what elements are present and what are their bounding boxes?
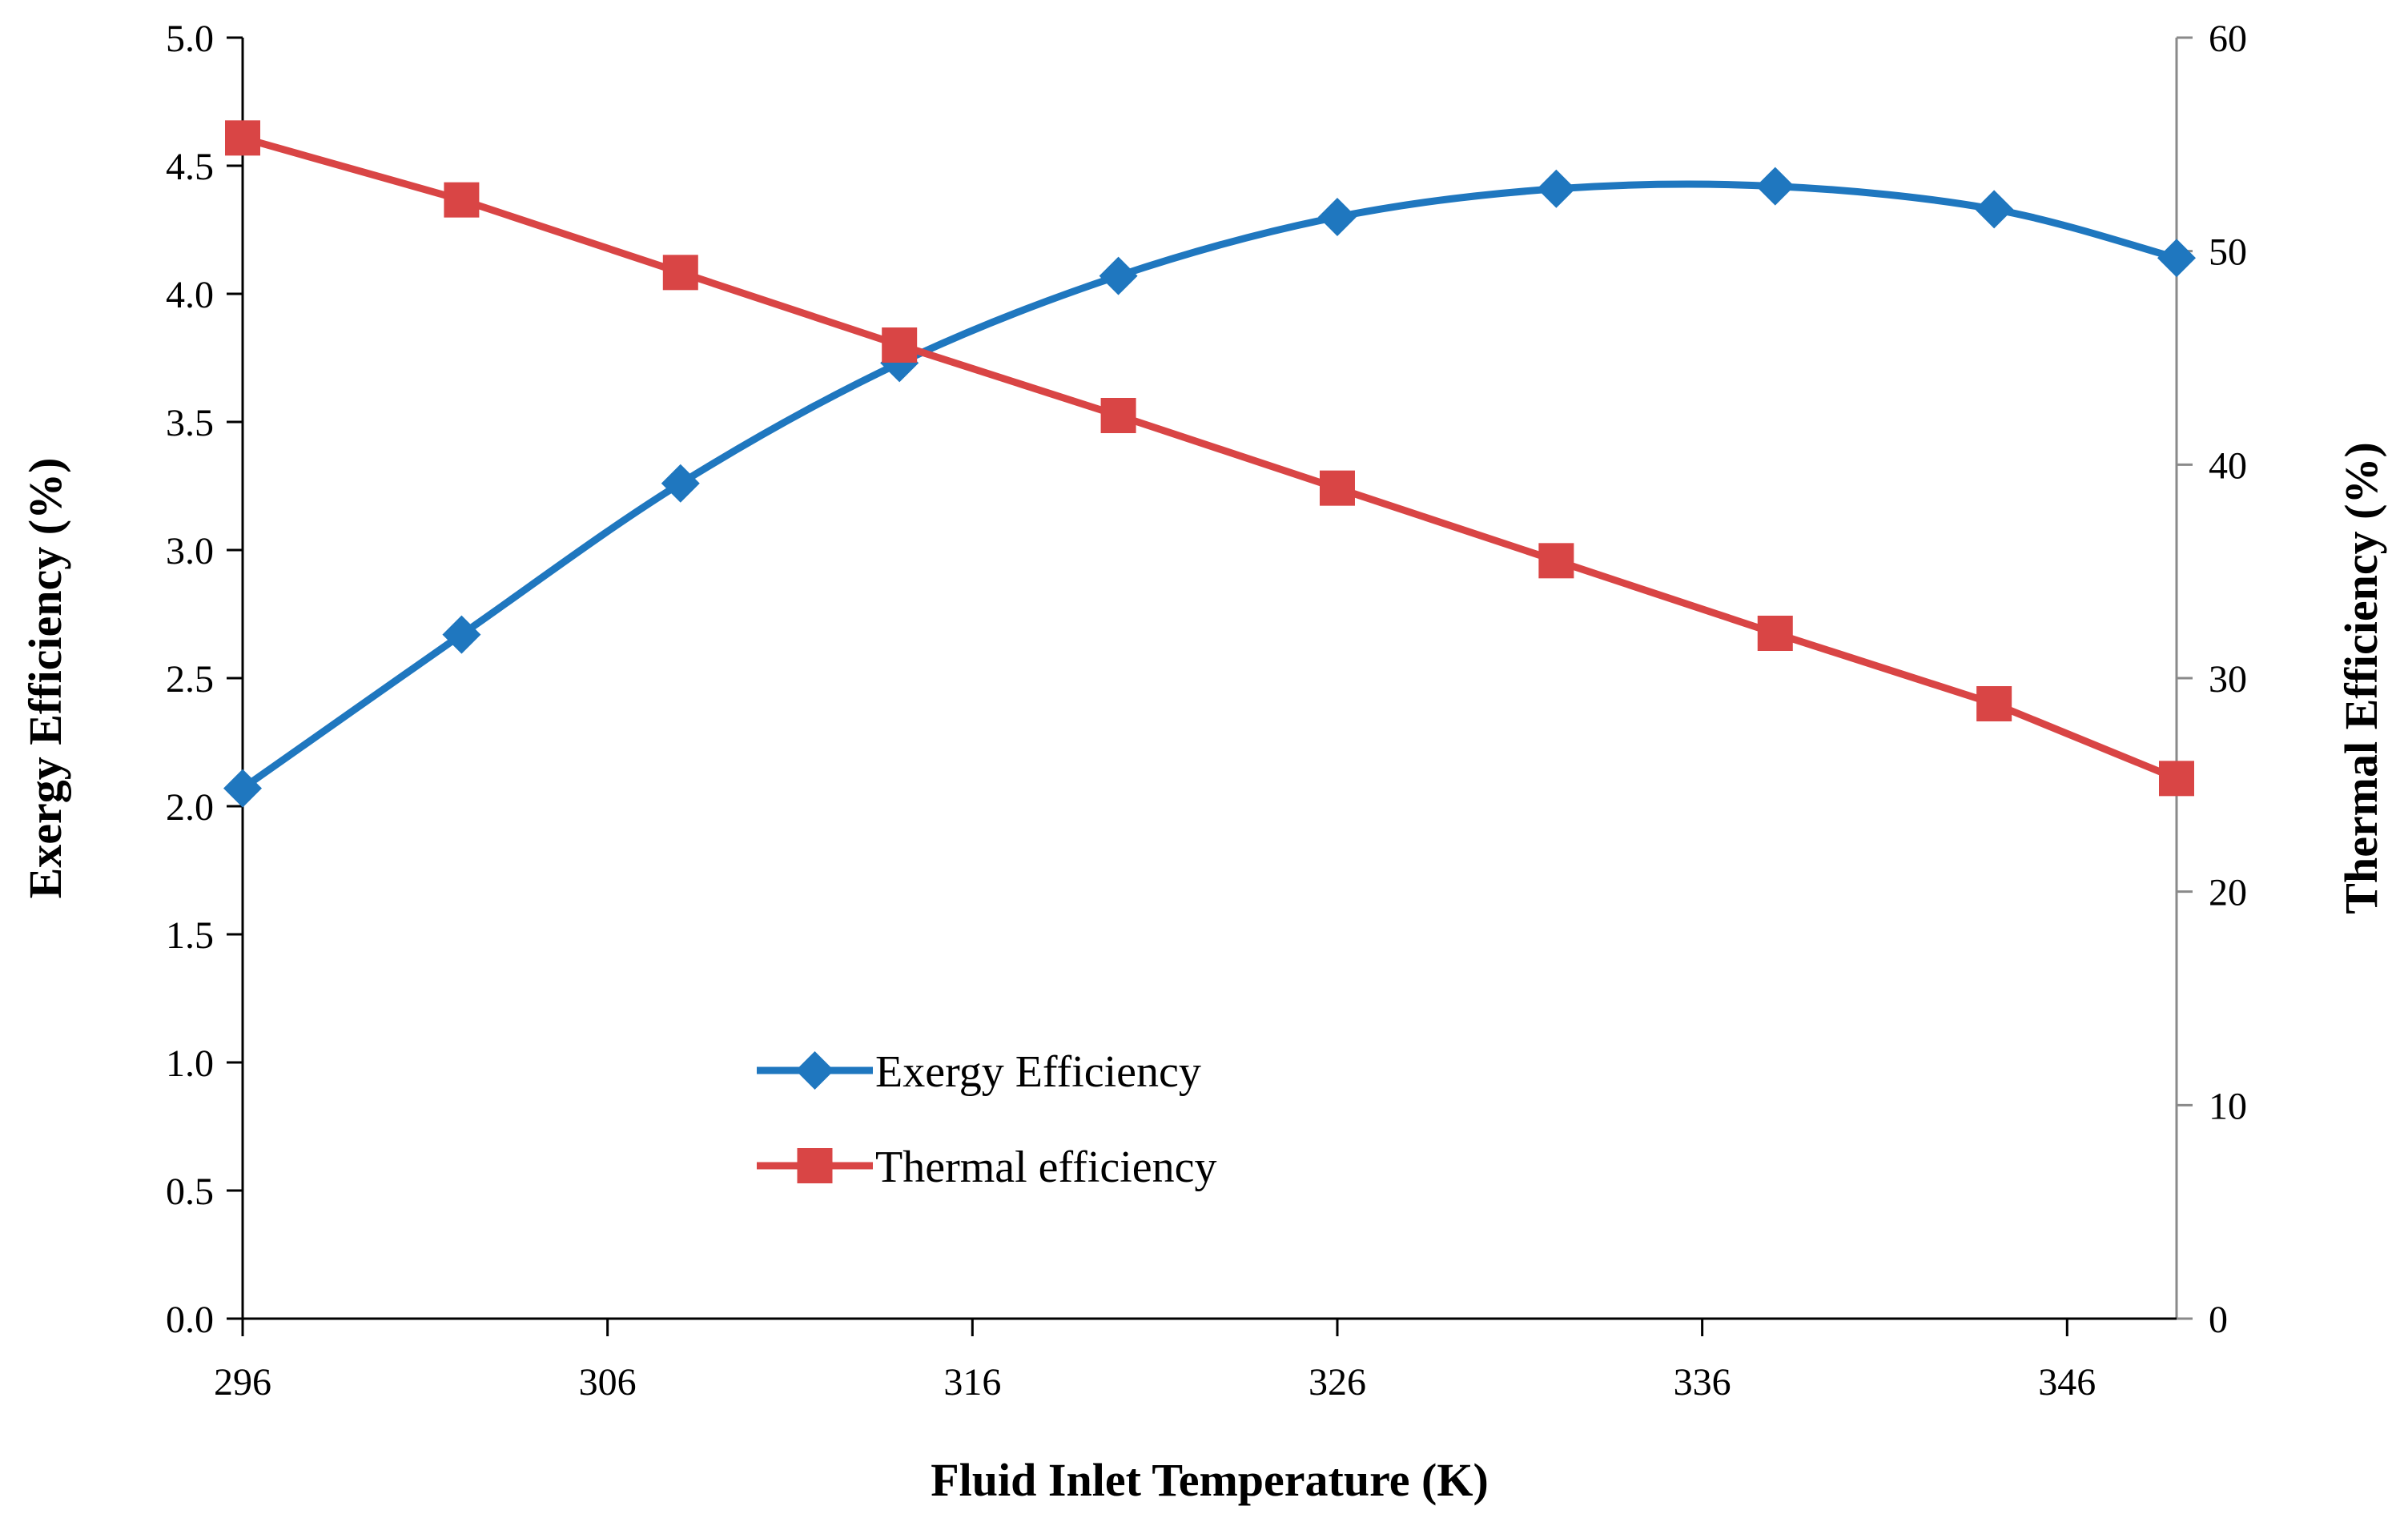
data-point-thermal-efficiency (1976, 686, 2012, 721)
data-point-exergy-efficiency (1975, 190, 2014, 229)
x-axis-title: Fluid Inlet Temperature (K) (931, 1454, 1489, 1506)
data-point-exergy-efficiency (1317, 198, 1357, 236)
data-point-thermal-efficiency (1538, 543, 1574, 579)
y-tick-label: 3.5 (166, 402, 214, 444)
y2-tick-label: 20 (2209, 872, 2247, 914)
x-tick-label: 326 (1309, 1361, 1366, 1404)
y2-tick-label: 60 (2209, 18, 2247, 60)
legend-label: Exergy Efficiency (875, 1047, 1201, 1097)
series-line-thermal-efficiency (241, 135, 2178, 782)
legend-swatch-marker (795, 1051, 834, 1090)
y-tick-label: 0.0 (166, 1299, 214, 1341)
data-point-exergy-efficiency (1099, 256, 1138, 295)
legend-item-exergy-efficiency: Exergy Efficiency (757, 1047, 1201, 1097)
y-tick-label: 1.5 (166, 914, 214, 957)
data-point-thermal-efficiency (2159, 761, 2194, 797)
y-tick-label: 5.0 (166, 18, 214, 60)
data-point-thermal-efficiency (1100, 398, 1136, 433)
data-point-thermal-efficiency (882, 327, 918, 363)
axes: 0.0 0.5 1.0 1.5 2.0 2.5 3.0 3.5 4.0 4.5 5.0 0 10 20 30… (166, 18, 2247, 1404)
legend-label: Thermal efficiency (875, 1143, 1217, 1192)
data-point-thermal-efficiency (225, 120, 260, 156)
x-tick-label: 316 (943, 1361, 1001, 1404)
data-point-thermal-efficiency (1319, 470, 1355, 506)
y2-axis-title: Thermal Efficiency (%) (2335, 442, 2387, 914)
data-point-exergy-efficiency (1755, 167, 1795, 206)
y-tick-label: 2.5 (166, 658, 214, 701)
y2-tick-label: 40 (2209, 444, 2247, 487)
series-line-exergy-efficiency (240, 180, 2178, 792)
y-tick-label: 4.0 (166, 274, 214, 316)
x-tick-label: 306 (579, 1361, 637, 1404)
y-tick-label: 2.0 (166, 786, 214, 829)
data-point-thermal-efficiency (444, 182, 480, 218)
y-axis-title: Exergy Efficiency (%) (19, 458, 71, 899)
y-tick-label: 0.5 (166, 1171, 214, 1213)
legend-swatch-marker (797, 1148, 833, 1183)
series-exergy-efficiency (223, 167, 2196, 808)
data-point-thermal-efficiency (662, 255, 698, 291)
y2-tick-label: 0 (2209, 1299, 2228, 1341)
data-point-exergy-efficiency (1537, 169, 1576, 208)
y-tick-label: 4.5 (166, 146, 214, 188)
data-point-exergy-efficiency (661, 464, 700, 503)
legend-item-thermal-efficiency: Thermal efficiency (757, 1143, 1217, 1192)
y2-tick-label: 50 (2209, 231, 2247, 274)
series-thermal-efficiency (225, 120, 2194, 797)
data-point-exergy-efficiency (442, 615, 481, 654)
data-point-thermal-efficiency (1757, 616, 1793, 651)
y-tick-label: 3.0 (166, 530, 214, 572)
x-tick-label: 336 (1674, 1361, 1731, 1404)
y2-tick-label: 10 (2209, 1085, 2247, 1127)
y-tick-label: 1.0 (166, 1042, 214, 1085)
series (223, 120, 2196, 808)
x-tick-label: 296 (214, 1361, 271, 1404)
data-point-exergy-efficiency (223, 769, 262, 808)
data-point-exergy-efficiency (2157, 239, 2196, 278)
y2-tick-label: 30 (2209, 658, 2247, 701)
x-tick-label: 346 (2038, 1361, 2096, 1404)
legend: Exergy Efficiency Thermal efficiency (757, 1047, 1217, 1192)
